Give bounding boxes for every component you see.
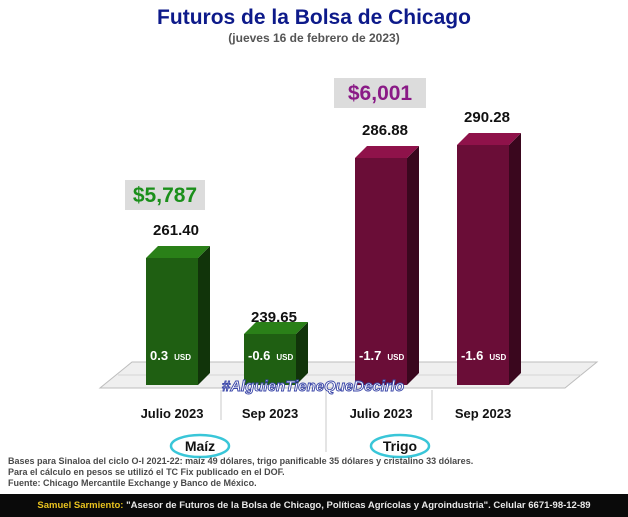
chart-title: Futuros de la Bolsa de Chicago xyxy=(157,6,471,29)
category-label: Sep 2023 xyxy=(242,406,298,421)
footnote-line: Bases para Sinaloa del ciclo O-I 2021-22… xyxy=(8,456,474,466)
bar-top xyxy=(244,322,308,334)
value-label: 290.28 xyxy=(464,109,510,126)
bar-side xyxy=(296,322,308,385)
chart-subtitle: (jueves 16 de febrero de 2023) xyxy=(228,31,400,45)
bar-top xyxy=(146,246,210,258)
bar xyxy=(355,158,407,385)
peso-price: $6,001 xyxy=(348,82,413,105)
peso-price: $5,787 xyxy=(133,184,197,207)
change-label: -1.7 USD xyxy=(359,348,405,363)
bar-top xyxy=(457,133,521,145)
group-label: Trigo xyxy=(383,438,417,454)
group-label: Maíz xyxy=(185,438,215,454)
peso-price-box xyxy=(125,180,205,210)
footnotes: Bases para Sinaloa del ciclo O-I 2021-22… xyxy=(8,456,618,489)
peso-price-box xyxy=(334,78,426,108)
footnote-line: Fuente: Chicago Mercantile Exchange y Ba… xyxy=(8,478,257,488)
category-label: Julio 2023 xyxy=(350,406,413,421)
bar-side xyxy=(509,133,521,385)
change-label: -1.6 USD xyxy=(461,348,507,363)
bar-top xyxy=(355,146,419,158)
bar-side xyxy=(407,146,419,385)
watermark-hashtag: #AlguienTieneQueDecirlo xyxy=(222,378,404,395)
bar-side xyxy=(198,246,210,385)
bar xyxy=(146,258,198,385)
category-label: Sep 2023 xyxy=(455,406,511,421)
author-name: Samuel Sarmiento: xyxy=(37,500,124,511)
value-label: 261.40 xyxy=(153,222,199,239)
author-description: "Asesor de Futuros de la Bolsa de Chicag… xyxy=(123,500,591,511)
group-label-oval xyxy=(369,433,431,459)
footnote-line: Para el cálculo en pesos se utilizó el T… xyxy=(8,467,285,477)
value-label: 286.88 xyxy=(362,122,408,139)
author-footer: Samuel Sarmiento: "Asesor de Futuros de … xyxy=(0,494,628,517)
change-label: -0.6 USD xyxy=(248,348,294,363)
change-label: 0.3 USD xyxy=(150,348,191,363)
bar xyxy=(244,334,296,385)
value-label: 239.65 xyxy=(251,309,297,326)
bar xyxy=(457,145,509,385)
group-label-oval xyxy=(169,433,231,459)
category-label: Julio 2023 xyxy=(141,406,204,421)
